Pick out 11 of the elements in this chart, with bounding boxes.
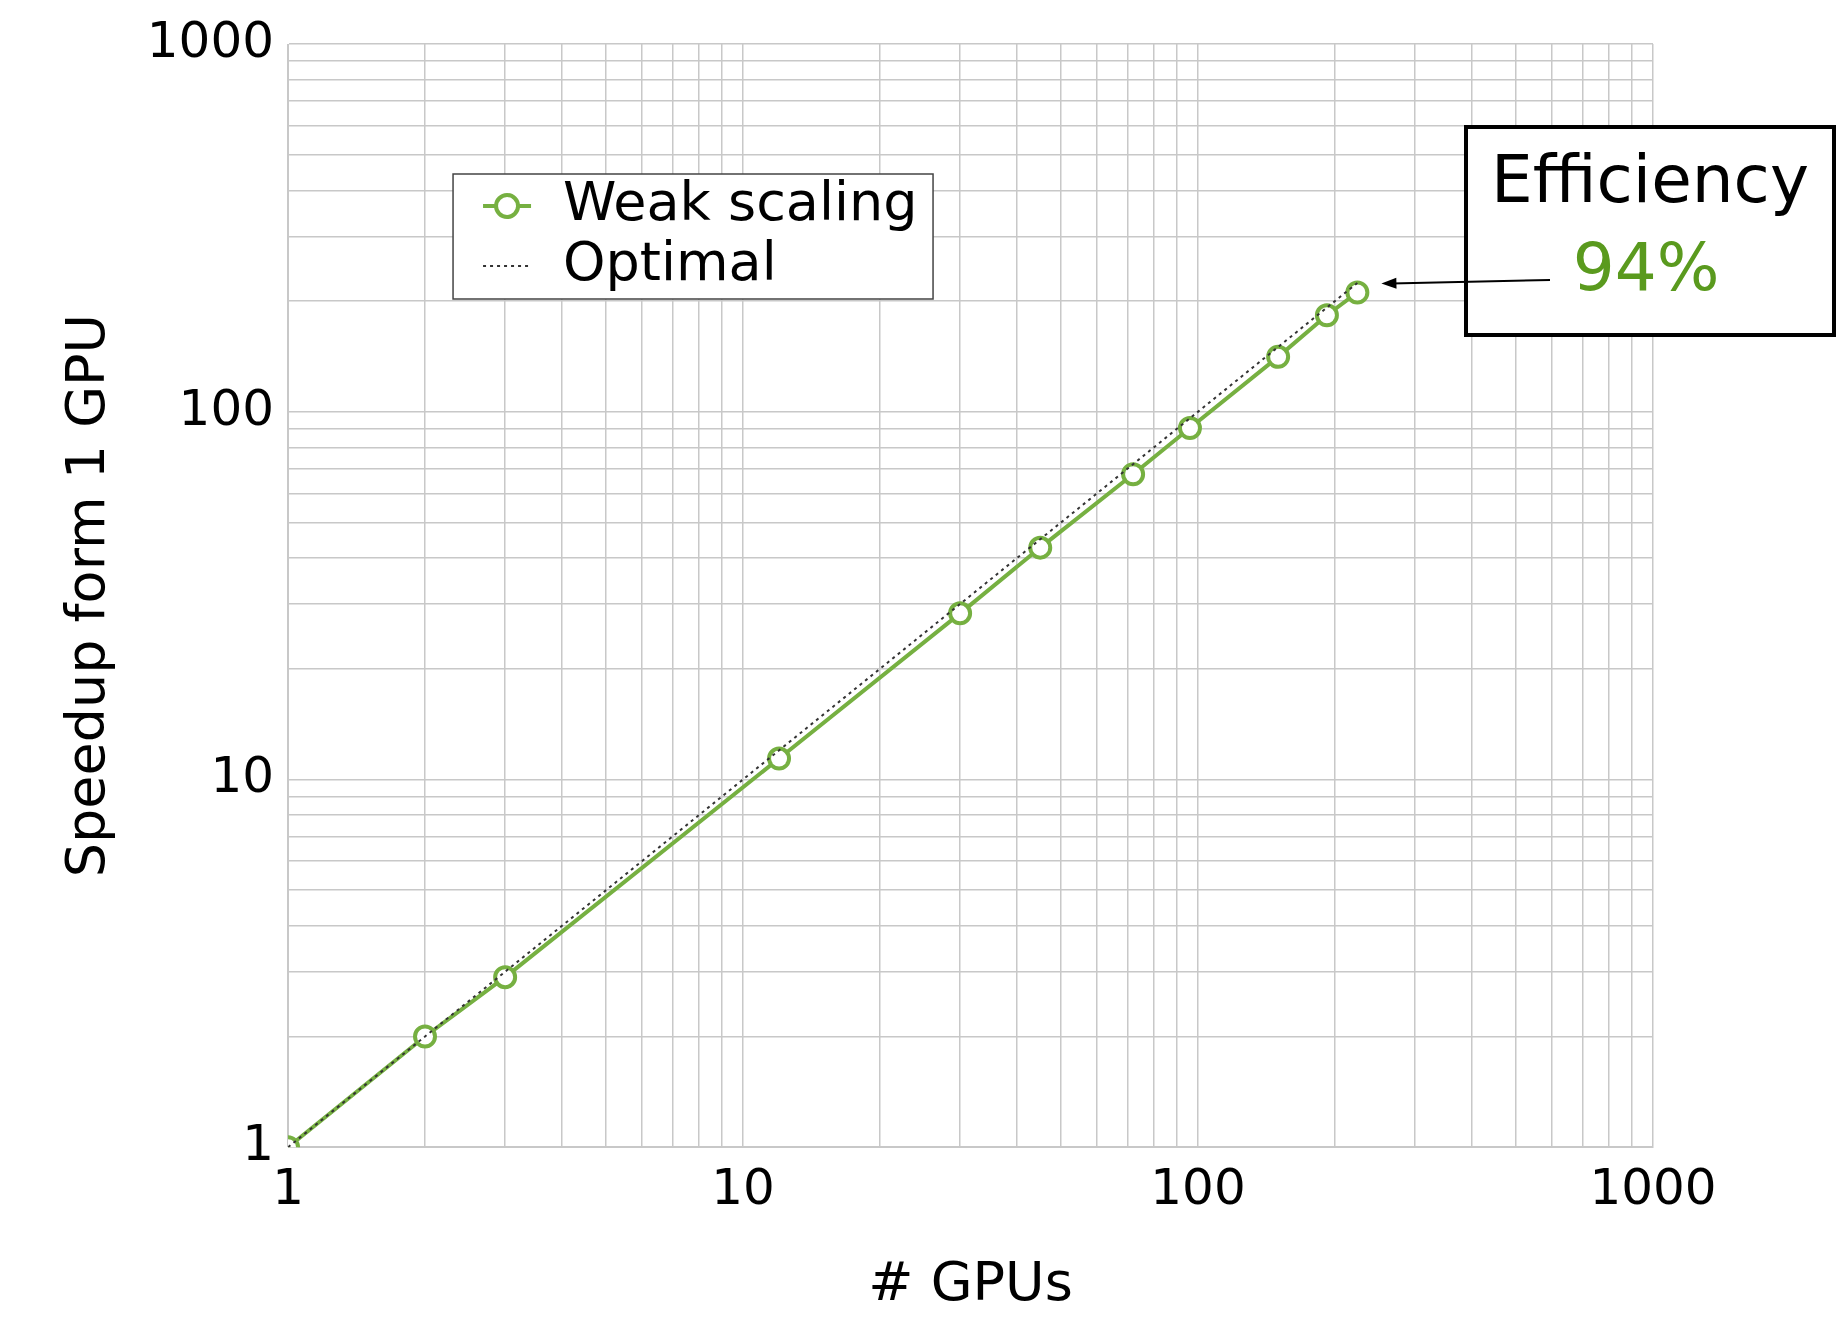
y-tick-label: 1 bbox=[242, 1114, 275, 1173]
y-tick-label: 100 bbox=[178, 378, 275, 437]
y-tick-label: 1000 bbox=[146, 10, 275, 69]
x-tick-label: 100 bbox=[1150, 1158, 1246, 1217]
annotation: 94% bbox=[1572, 229, 1720, 307]
x-tick-label: 10 bbox=[711, 1158, 775, 1217]
y-tick-label: 10 bbox=[210, 746, 275, 805]
x-tick-label: 1000 bbox=[1589, 1158, 1717, 1217]
x-axis-title: # GPUs bbox=[868, 1249, 1073, 1313]
y-axis-title: Speedup form 1 GPU bbox=[54, 313, 118, 878]
annotation: Efficiency bbox=[1491, 141, 1809, 219]
